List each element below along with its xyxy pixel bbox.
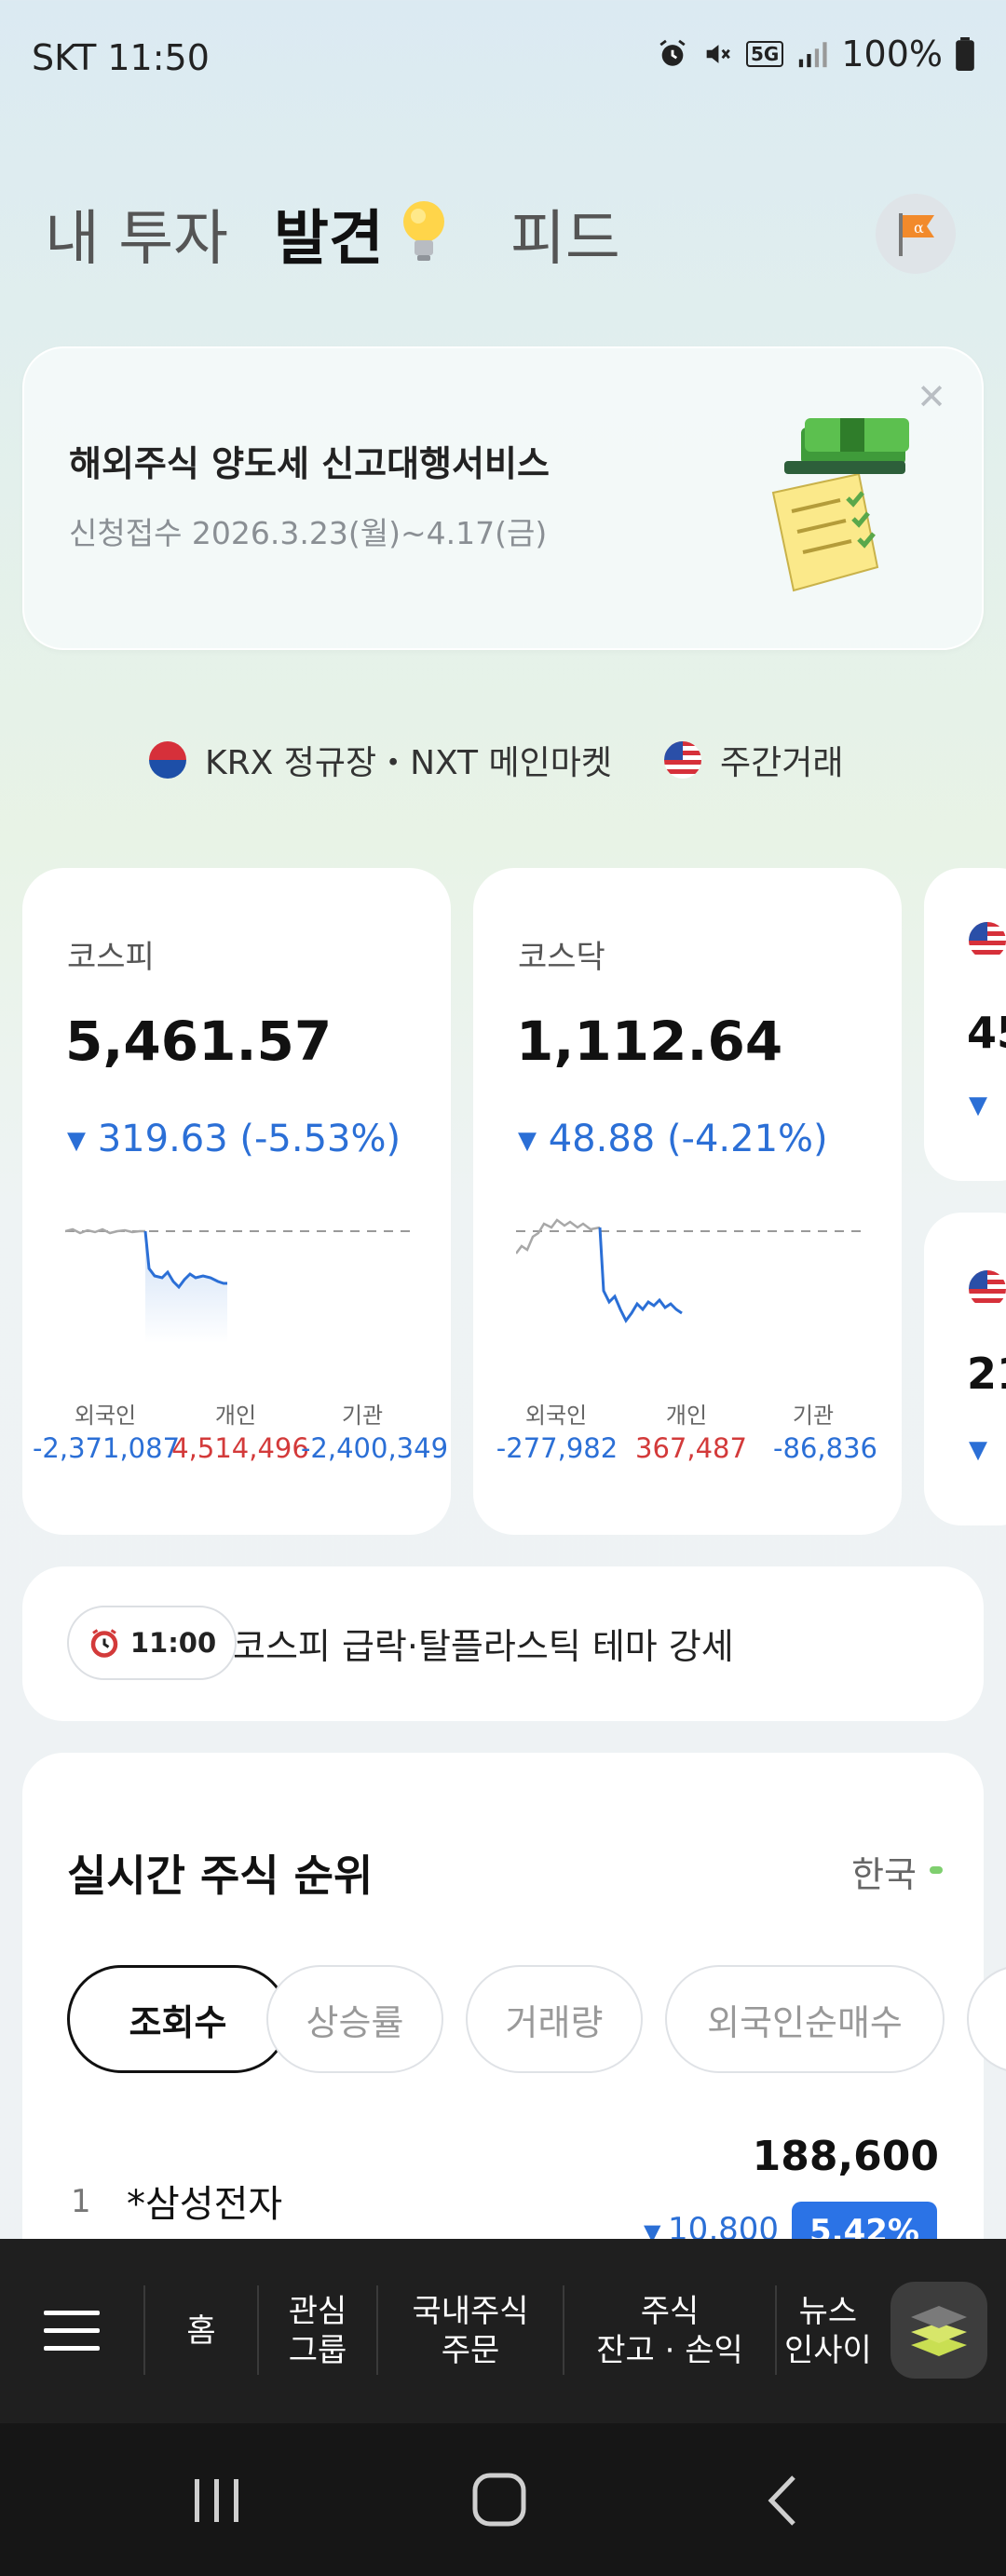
index-value-partial: 45 [967, 1008, 1006, 1058]
index-value: 5,461.57 [65, 1010, 333, 1073]
us-flag-icon [969, 922, 1006, 959]
alarm-icon [659, 39, 686, 66]
krx-market-label[interactable]: KRX 정규장・NXT 메인마켓 [205, 744, 612, 782]
lightbulb-icon [403, 201, 444, 261]
korea-flag-icon [149, 741, 186, 779]
nav-divider [257, 2285, 259, 2375]
alpha-flag-icon: α [899, 213, 934, 256]
svg-text:α: α [914, 219, 924, 237]
tab-discover[interactable]: 발견 [274, 205, 384, 274]
flow-foreign-label: 외국인 [524, 1403, 588, 1429]
us-index-card-2[interactable]: 21 ▼ [924, 1213, 1006, 1525]
rank-number: 1 [71, 2183, 91, 2220]
realtime-ranking-card: 실시간 주식 순위 한국 조회수 상승률 거래량 외국인순매수 1 *삼성전자 … [22, 1753, 1006, 2330]
flow-institution-value: -2,400,349 [300, 1432, 449, 1464]
tax-document-icon [771, 418, 909, 592]
chip-foreign-net-buy[interactable]: 외국인순매수 [665, 1965, 945, 2073]
layers-button[interactable] [890, 2282, 987, 2379]
index-name: 코스피 [67, 939, 155, 976]
flow-foreign-label: 외국인 [74, 1403, 137, 1429]
tab-feed[interactable]: 피드 [510, 205, 620, 274]
flow-foreign-value: -277,982 [496, 1432, 619, 1464]
nav-divider [376, 2285, 378, 2375]
flow-institution-label: 기관 [792, 1403, 835, 1429]
kospi-intraday-chart [65, 1227, 410, 1343]
tab-my-investment[interactable]: 내 투자 [45, 205, 228, 274]
nav-domestic-order[interactable]: 국내주식 주문 [412, 2292, 529, 2370]
banner-subtitle: 신청접수 2026.3.23(월)~4.17(금) [69, 515, 548, 551]
down-triangle-icon: ▼ [969, 1091, 987, 1119]
region-selector[interactable]: 한국 [851, 1854, 917, 1895]
flow-institution-value: -86,836 [773, 1432, 877, 1464]
nav-watch-group[interactable]: 관심 그룹 [288, 2292, 347, 2370]
signal-icon [799, 42, 827, 68]
nav-divider [563, 2285, 564, 2375]
alarm-clock-icon [90, 1629, 118, 1658]
kosdaq-card[interactable]: 코스닥 1,112.64 ▼ 48.88 (-4.21%) 외국인 개인 기관 … [473, 868, 902, 1535]
index-change: ▼ 48.88 (-4.21%) [518, 1118, 828, 1160]
battery-icon [956, 37, 974, 71]
market-news-card[interactable]: 11:00 코스피 급락·탈플라스틱 테마 강세 [22, 1566, 984, 1721]
stock-price: 188,600 [752, 2133, 939, 2180]
nav-news-insight[interactable]: 뉴스 인사이 [784, 2292, 872, 2370]
nav-home[interactable]: 홈 [186, 2312, 216, 2350]
us-flag-icon [663, 741, 701, 779]
ranking-title: 실시간 주식 순위 [67, 1851, 374, 1901]
menu-button[interactable] [0, 2239, 143, 2423]
index-name: 코스닥 [518, 939, 605, 976]
bottom-nav: 홈 관심 그룹 국내주식 주문 주식 잔고 · 손익 뉴스 인사이 [0, 2239, 1006, 2423]
index-change-value: 48.88 (-4.21%) [548, 1118, 828, 1160]
us-day-trading-label[interactable]: 주간거래 [719, 744, 844, 782]
hamburger-icon [44, 2311, 100, 2351]
close-icon[interactable]: ✕ [917, 376, 946, 417]
us-flag-icon [969, 1270, 1006, 1308]
recent-apps-icon[interactable] [191, 2477, 243, 2524]
down-triangle-icon: ▼ [518, 1127, 537, 1155]
status-time: SKT 11:50 [32, 37, 210, 78]
battery-percent: 100% [841, 34, 943, 75]
kosdaq-intraday-chart [516, 1218, 861, 1323]
flow-foreign-value: -2,371,087 [32, 1432, 181, 1464]
mute-icon [706, 45, 730, 63]
down-triangle-icon: ▼ [969, 1436, 987, 1464]
news-time: 11:00 [129, 1627, 217, 1659]
flow-individual-value: 367,487 [635, 1432, 747, 1464]
banner-title: 해외주식 양도세 신고대행서비스 [69, 443, 550, 484]
index-change-value: 319.63 (-5.53%) [97, 1118, 401, 1160]
promo-banner[interactable]: 해외주식 양도세 신고대행서비스 신청접수 2026.3.23(월)~4.17(… [22, 346, 984, 650]
alpha-flag-button[interactable]: α [876, 194, 956, 274]
news-headline: 코스피 급락·탈플라스틱 테마 강세 [233, 1626, 734, 1667]
network-5g-icon: 5G [746, 41, 784, 67]
layers-icon [911, 2306, 967, 2356]
index-change: ▼ 319.63 (-5.53%) [67, 1118, 401, 1160]
chip-more[interactable] [967, 1965, 1006, 2073]
market-selector[interactable]: KRX 정규장・NXT 메인마켓 주간거래 [149, 736, 843, 784]
status-icons: 5G 100% [657, 34, 974, 75]
us-index-card-1[interactable]: 45 ▼ [924, 868, 1006, 1181]
nav-divider [775, 2285, 777, 2375]
back-icon[interactable] [764, 2474, 801, 2528]
down-triangle-icon: ▼ [67, 1127, 86, 1155]
index-value-partial: 21 [967, 1349, 1006, 1399]
nav-balance-pnl[interactable]: 주식 잔고 · 손익 [596, 2292, 743, 2370]
flow-individual-label: 개인 [665, 1403, 708, 1429]
chip-views[interactable]: 조회수 [67, 1965, 289, 2073]
chip-volume[interactable]: 거래량 [466, 1965, 643, 2073]
nav-divider [143, 2285, 145, 2375]
flow-institution-label: 기관 [341, 1403, 384, 1429]
index-value: 1,112.64 [516, 1010, 783, 1073]
system-navigation-bar [0, 2423, 1006, 2576]
home-icon[interactable] [471, 2472, 527, 2528]
chip-gainers[interactable]: 상승률 [266, 1965, 443, 2073]
kospi-card[interactable]: 코스피 5,461.57 ▼ 319.63 (-5.53%) 외국인 개인 기관… [22, 868, 451, 1535]
flow-individual-value: 4,514,496 [171, 1432, 309, 1464]
stock-name: *삼성전자 [127, 2183, 283, 2226]
flow-individual-label: 개인 [214, 1403, 257, 1429]
news-time-pill: 11:00 [67, 1606, 237, 1680]
region-indicator [930, 1866, 943, 1874]
